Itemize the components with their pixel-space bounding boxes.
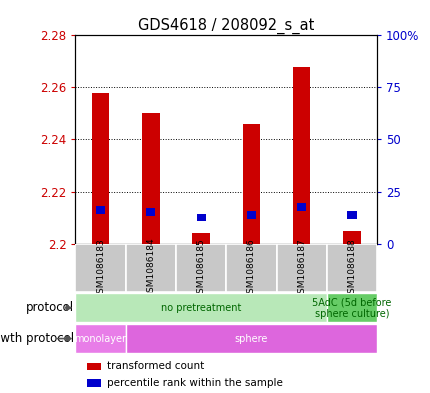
Bar <box>196 214 205 222</box>
Bar <box>242 124 260 244</box>
Bar <box>192 233 209 244</box>
Bar <box>126 324 376 353</box>
Text: monolayer: monolayer <box>74 334 126 343</box>
Bar <box>75 244 126 292</box>
Bar <box>146 208 155 216</box>
Bar <box>347 211 356 219</box>
Bar <box>246 211 255 219</box>
Bar <box>75 324 126 353</box>
Title: GDS4618 / 208092_s_at: GDS4618 / 208092_s_at <box>138 18 314 34</box>
Text: protocol: protocol <box>26 301 74 314</box>
Text: no pretreatment: no pretreatment <box>160 303 241 313</box>
Bar <box>276 244 326 292</box>
Text: GSM1086188: GSM1086188 <box>347 238 356 299</box>
Bar <box>326 293 376 322</box>
Bar <box>175 244 226 292</box>
Bar <box>75 293 326 322</box>
Text: growth protocol: growth protocol <box>0 332 74 345</box>
Text: 5AdC (5d before
sphere culture): 5AdC (5d before sphere culture) <box>312 297 391 319</box>
Bar <box>87 363 101 371</box>
Bar <box>296 203 305 211</box>
Text: GSM1086187: GSM1086187 <box>297 238 305 299</box>
Text: GSM1086184: GSM1086184 <box>146 238 155 298</box>
Bar <box>87 379 101 387</box>
Bar <box>92 93 109 244</box>
Bar <box>326 244 376 292</box>
Text: GSM1086186: GSM1086186 <box>246 238 255 299</box>
Bar <box>292 66 310 244</box>
Bar <box>342 231 360 244</box>
Bar <box>226 244 276 292</box>
Bar <box>126 244 175 292</box>
Text: sphere: sphere <box>234 334 267 343</box>
Text: GSM1086185: GSM1086185 <box>196 238 205 299</box>
Text: percentile rank within the sample: percentile rank within the sample <box>107 378 283 388</box>
Text: GSM1086183: GSM1086183 <box>96 238 105 299</box>
Text: transformed count: transformed count <box>107 362 204 371</box>
Bar <box>96 206 105 214</box>
Bar <box>142 114 159 244</box>
